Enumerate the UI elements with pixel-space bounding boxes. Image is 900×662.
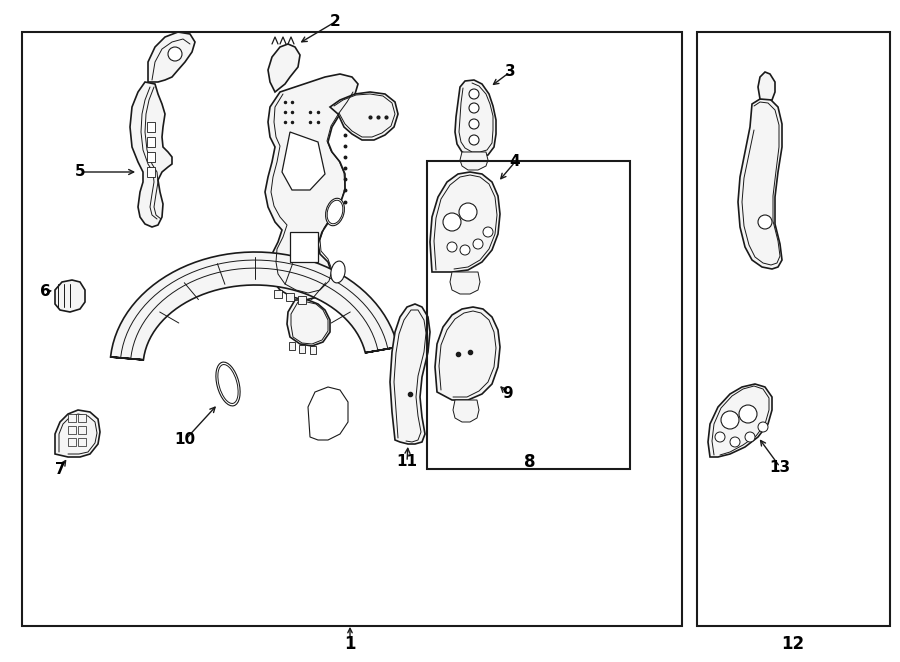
Circle shape: [730, 437, 740, 447]
Polygon shape: [68, 414, 76, 422]
Circle shape: [469, 135, 479, 145]
Text: 2: 2: [329, 15, 340, 30]
Polygon shape: [78, 426, 86, 434]
Polygon shape: [130, 82, 172, 227]
Text: 4: 4: [509, 154, 520, 169]
Ellipse shape: [327, 200, 343, 224]
Circle shape: [459, 203, 477, 221]
Polygon shape: [460, 152, 488, 170]
Circle shape: [758, 215, 772, 229]
Bar: [22, 32, 682, 626]
Polygon shape: [147, 152, 155, 162]
Polygon shape: [455, 80, 496, 157]
Polygon shape: [274, 290, 282, 298]
Circle shape: [469, 119, 479, 129]
Text: 8: 8: [524, 453, 536, 471]
Polygon shape: [758, 72, 775, 100]
Polygon shape: [148, 32, 195, 82]
Polygon shape: [290, 232, 318, 262]
Polygon shape: [287, 300, 330, 346]
Polygon shape: [78, 438, 86, 446]
Polygon shape: [330, 92, 398, 140]
Circle shape: [443, 213, 461, 231]
Ellipse shape: [216, 362, 240, 406]
Circle shape: [460, 245, 470, 255]
Polygon shape: [708, 384, 772, 457]
Polygon shape: [147, 122, 155, 132]
Circle shape: [469, 89, 479, 99]
Polygon shape: [430, 172, 500, 272]
Ellipse shape: [326, 199, 345, 226]
Ellipse shape: [331, 261, 346, 283]
Polygon shape: [450, 272, 480, 294]
Text: 7: 7: [55, 461, 66, 477]
Polygon shape: [68, 426, 76, 434]
Polygon shape: [147, 167, 155, 177]
Polygon shape: [265, 74, 358, 300]
Polygon shape: [55, 410, 100, 457]
Polygon shape: [299, 345, 305, 353]
Polygon shape: [308, 387, 348, 440]
Circle shape: [739, 405, 757, 423]
Text: 12: 12: [781, 635, 805, 653]
Polygon shape: [286, 293, 294, 301]
Polygon shape: [390, 304, 430, 444]
Polygon shape: [298, 296, 306, 304]
Polygon shape: [310, 346, 316, 354]
Polygon shape: [738, 99, 782, 269]
Circle shape: [447, 242, 457, 252]
Circle shape: [168, 47, 182, 61]
Polygon shape: [289, 342, 295, 350]
Text: 10: 10: [175, 432, 195, 448]
Polygon shape: [147, 137, 155, 147]
Polygon shape: [78, 414, 86, 422]
Circle shape: [721, 411, 739, 429]
Text: 1: 1: [344, 635, 356, 653]
Circle shape: [715, 432, 725, 442]
Text: 9: 9: [503, 387, 513, 401]
Circle shape: [469, 103, 479, 113]
Text: 3: 3: [505, 64, 516, 79]
Polygon shape: [435, 307, 500, 400]
Polygon shape: [282, 132, 325, 190]
Polygon shape: [268, 44, 300, 92]
Circle shape: [745, 432, 755, 442]
Circle shape: [483, 227, 493, 237]
Polygon shape: [111, 252, 398, 360]
Text: 6: 6: [40, 285, 50, 299]
Bar: [427, 161, 630, 469]
Bar: [697, 32, 890, 626]
Polygon shape: [68, 438, 76, 446]
Text: 13: 13: [770, 459, 790, 475]
Ellipse shape: [218, 365, 238, 403]
Text: 11: 11: [397, 455, 418, 469]
Text: 5: 5: [75, 164, 86, 179]
Circle shape: [473, 239, 483, 249]
Circle shape: [758, 422, 768, 432]
Polygon shape: [55, 280, 85, 312]
Polygon shape: [453, 400, 479, 422]
